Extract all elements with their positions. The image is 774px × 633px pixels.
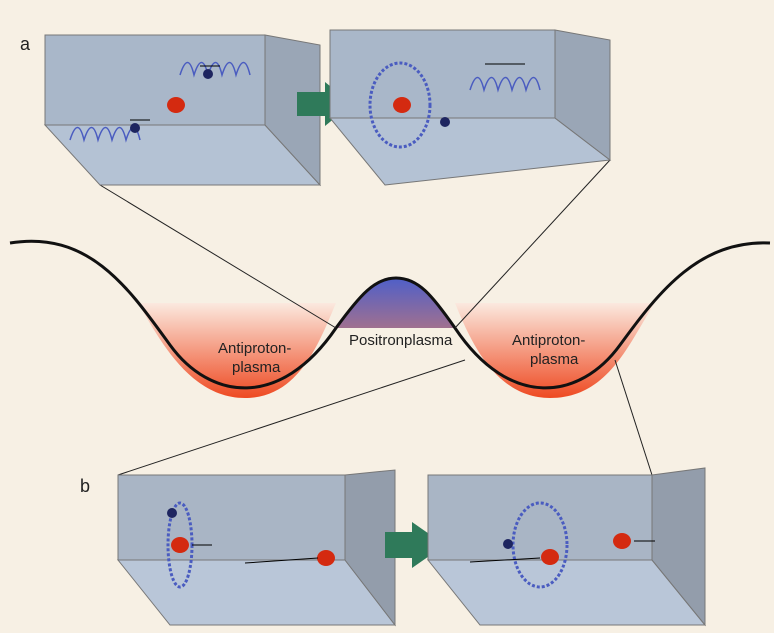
region-label: Antiproton-: [512, 332, 585, 349]
box-b2: [428, 468, 705, 625]
box-a1: [45, 35, 320, 185]
box-a2: [330, 30, 610, 185]
region-label: plasma: [530, 351, 579, 368]
panel-label: a: [20, 34, 31, 54]
box-b1: [118, 470, 395, 625]
region-label: plasma: [232, 359, 281, 376]
panel-label: b: [80, 476, 90, 496]
region-label: Antiproton-: [218, 340, 291, 357]
diagram: a b Antiproton- plasma Positronplasma An…: [0, 0, 774, 633]
region-label: Positronplasma: [349, 332, 453, 349]
